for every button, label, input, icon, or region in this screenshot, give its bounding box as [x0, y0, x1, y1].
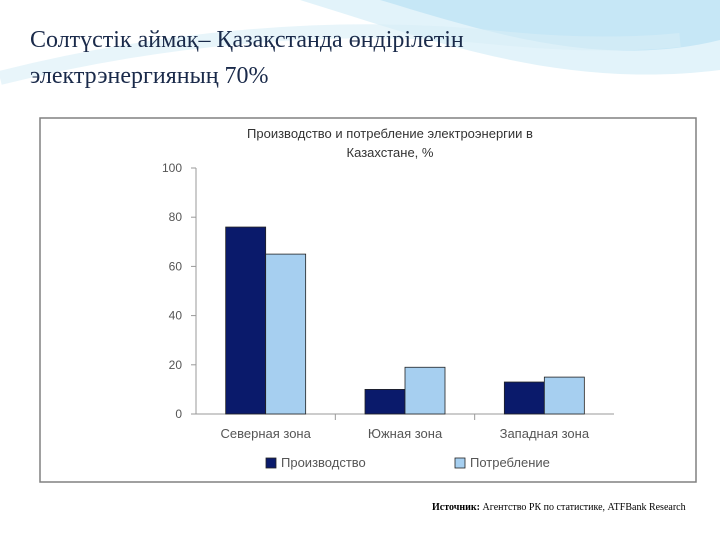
legend-swatch: [454, 457, 466, 469]
slide-title-line-2: электрэнергияның 70%: [30, 63, 269, 89]
bar-production: [364, 388, 406, 415]
chart-frame: [39, 117, 697, 483]
bar-production: [225, 226, 267, 415]
decorative-swoosh: [0, 0, 720, 85]
slide-title: Солтүстік аймақ– Қазақстанда өндірілетін…: [30, 22, 670, 94]
x-category-label: Северная зона: [220, 426, 311, 441]
source-note: Источник: Агентство РК по статистике, AT…: [432, 502, 720, 513]
source-text: Агентство РК по статистике, ATFBank Rese…: [482, 502, 686, 513]
chart-title-line-2: Казахстане, %: [347, 145, 434, 160]
chart-title-line-1: Производство и потребление электроэнерги…: [247, 126, 533, 141]
x-category-label: Западная зона: [500, 426, 590, 441]
bar-consumption: [404, 366, 446, 415]
y-tick-label: 100: [162, 161, 182, 175]
legend-swatch: [265, 457, 277, 469]
bar-consumption: [543, 376, 585, 415]
x-category-label: Южная зона: [368, 426, 443, 441]
y-tick-label: 40: [169, 309, 183, 323]
slide-title-line-1: Солтүстік аймақ– Қазақстанда өндірілетін: [30, 27, 464, 53]
legend-label: Производство: [281, 455, 366, 470]
bar-production: [503, 381, 545, 415]
y-tick-label: 60: [169, 259, 183, 273]
y-tick-label: 20: [169, 358, 183, 372]
legend-label: Потребление: [470, 455, 550, 470]
bar-consumption: [265, 253, 307, 415]
y-tick-label: 80: [169, 210, 183, 224]
source-label: Источник:: [432, 502, 480, 513]
y-tick-label: 0: [175, 407, 182, 421]
